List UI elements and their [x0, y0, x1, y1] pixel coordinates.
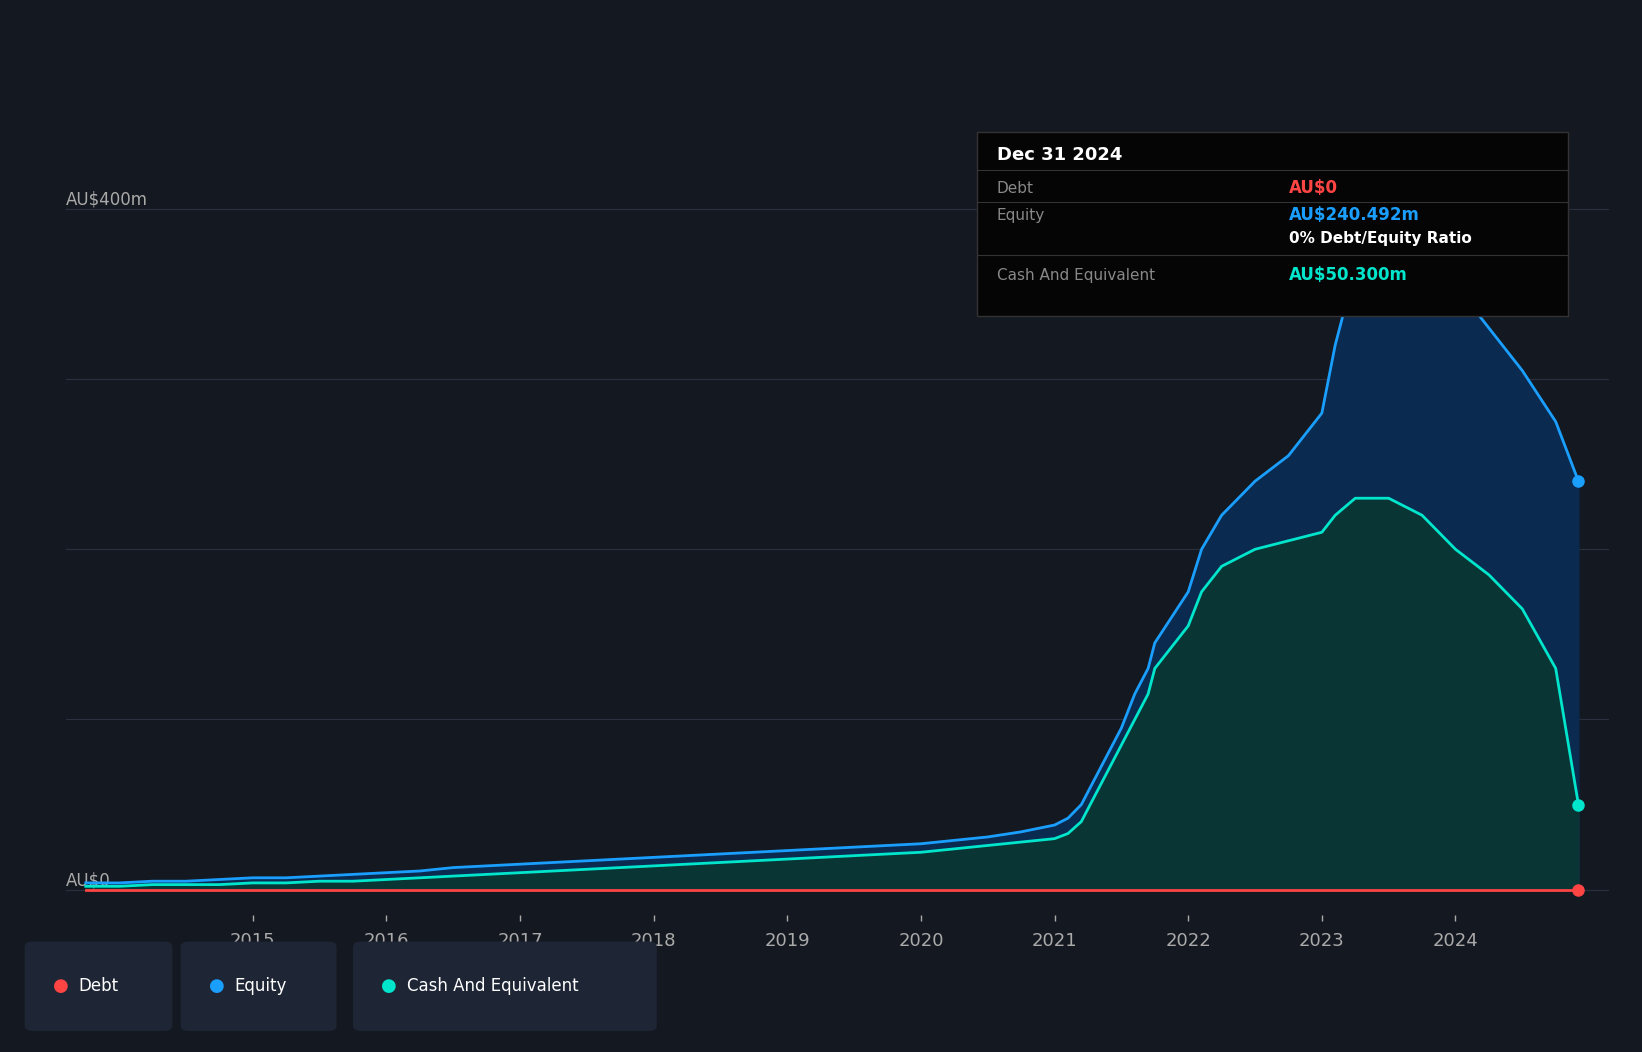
Text: Cash And Equivalent: Cash And Equivalent: [997, 268, 1154, 283]
Text: ●: ●: [53, 977, 69, 995]
Text: ●: ●: [209, 977, 225, 995]
Text: Debt: Debt: [997, 181, 1034, 196]
Text: Equity: Equity: [997, 207, 1044, 223]
Text: AU$50.300m: AU$50.300m: [1289, 266, 1407, 284]
Text: AU$0: AU$0: [1289, 180, 1338, 198]
Text: ●: ●: [381, 977, 397, 995]
Text: Equity: Equity: [235, 977, 287, 995]
Text: 0% Debt/Equity Ratio: 0% Debt/Equity Ratio: [1289, 231, 1471, 246]
Text: AU$240.492m: AU$240.492m: [1289, 206, 1420, 224]
Text: AU$0: AU$0: [66, 872, 110, 890]
Text: AU$400m: AU$400m: [66, 190, 148, 209]
Text: Dec 31 2024: Dec 31 2024: [997, 146, 1121, 164]
Text: Debt: Debt: [79, 977, 118, 995]
Text: Cash And Equivalent: Cash And Equivalent: [407, 977, 580, 995]
